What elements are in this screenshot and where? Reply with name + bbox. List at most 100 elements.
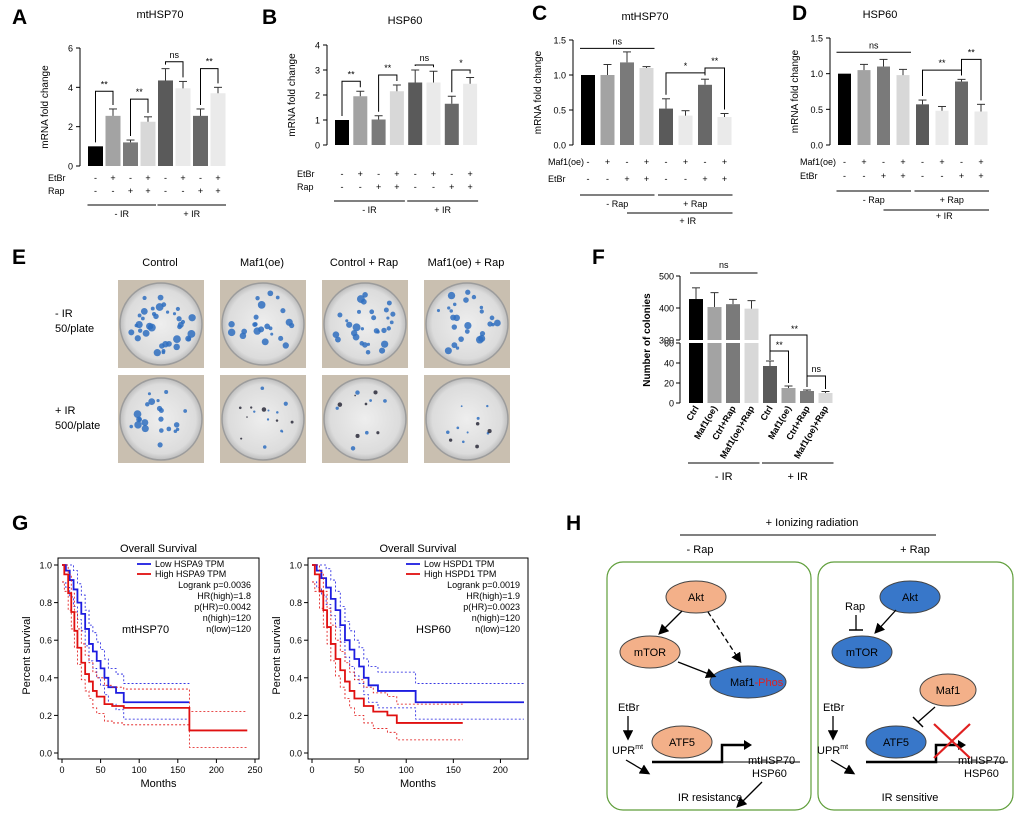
- colony: [156, 398, 160, 403]
- group-label: + IR: [434, 205, 451, 215]
- sig-label: ns: [719, 260, 729, 270]
- colony: [436, 308, 441, 313]
- y-tick-label: 4: [315, 41, 320, 51]
- colony: [475, 335, 484, 344]
- atf5-node-right: [865, 725, 927, 759]
- colony: [157, 294, 164, 301]
- mtor-label-right: mTOR: [846, 647, 878, 659]
- sign-mark: -: [665, 174, 668, 184]
- sign-mark: +: [128, 186, 133, 196]
- colony: [253, 410, 256, 413]
- colony: [476, 416, 480, 420]
- colony: [355, 433, 360, 438]
- sig-bracket: [200, 68, 219, 105]
- ci-lower: [312, 581, 524, 720]
- legend-label: High HSPD1 TPM: [424, 569, 496, 579]
- petri-dish: [119, 282, 203, 366]
- y-tick-label: 1.0: [553, 71, 566, 81]
- colony: [183, 409, 188, 413]
- colony: [172, 312, 177, 316]
- y-tick-label: 0.2: [39, 711, 52, 721]
- ir-sensitive-label: IR sensitive: [882, 792, 939, 804]
- sign-mark: -: [587, 174, 590, 184]
- bar: [955, 81, 968, 145]
- colony: [135, 320, 143, 329]
- colony: [386, 300, 392, 306]
- col-label-control: Control: [142, 257, 177, 269]
- panel-label-h: H: [566, 512, 581, 535]
- chart-d: HSP60 0.0 0.5 1.0 1.5 mRNA fold change Maf1(oe…: [790, 9, 989, 221]
- colony: [283, 401, 288, 406]
- sign-mark: -: [606, 174, 609, 184]
- sign-mark: +: [145, 186, 150, 196]
- y-tick-label: 0.0: [289, 749, 302, 759]
- colony: [451, 342, 458, 349]
- akt-label-right: Akt: [902, 592, 918, 604]
- sign-mark: +: [702, 174, 707, 184]
- bar: [781, 388, 796, 403]
- colony: [448, 438, 453, 442]
- sig-label: **: [776, 340, 784, 350]
- sign-mark: +: [110, 173, 115, 183]
- y-axis-label: Percent survival: [21, 616, 33, 694]
- y-tick-label: 2: [68, 122, 73, 132]
- bar: [140, 121, 156, 166]
- row-label-50-plate: 50/plate: [55, 323, 94, 335]
- sign-mark: -: [341, 182, 344, 192]
- y-tick-label: 1.0: [289, 561, 302, 571]
- mtor-node-left: [619, 635, 681, 669]
- colony: [386, 326, 391, 331]
- colony: [166, 426, 172, 432]
- y-tick-label: 0.0: [553, 141, 566, 151]
- mtor-node-right: [831, 635, 893, 669]
- y-tick-label: 40: [664, 359, 674, 369]
- sig-label: **: [711, 56, 719, 66]
- colony: [137, 313, 142, 318]
- sign-mark: -: [359, 182, 362, 192]
- bar-lower: [726, 343, 740, 403]
- sign-mark: +: [978, 171, 983, 181]
- sign-mark: +: [215, 173, 220, 183]
- h-right-label: + Rap: [900, 544, 930, 556]
- sig-bracket: [414, 64, 434, 68]
- survival-curve: [62, 564, 190, 704]
- survival-curve: [312, 564, 463, 724]
- sign-mark: +: [449, 182, 454, 192]
- colony: [337, 402, 343, 407]
- sign-mark: -: [450, 169, 453, 179]
- colony: [173, 422, 180, 428]
- y-tick-label: 1.5: [553, 36, 566, 46]
- sig-label: **: [968, 47, 976, 57]
- bar: [600, 75, 615, 145]
- colony: [479, 305, 484, 310]
- x-tick-label: 250: [247, 765, 262, 775]
- sign-mark: -: [112, 186, 115, 196]
- colony: [141, 425, 149, 433]
- sign-mark: -: [432, 182, 435, 192]
- colony: [494, 319, 501, 327]
- sign-mark: -: [164, 186, 167, 196]
- group-label: + IR: [788, 471, 809, 483]
- col-label-maf1-rap: Maf1(oe) + Rap: [428, 257, 505, 269]
- colony: [148, 398, 156, 405]
- x-tick-label: 100: [132, 765, 147, 775]
- colony: [475, 421, 480, 426]
- colony: [153, 349, 161, 357]
- y-tick-label: 20: [664, 379, 674, 389]
- colony: [187, 329, 196, 338]
- mtor-label-left: mTOR: [634, 647, 666, 659]
- colony: [464, 321, 472, 330]
- y-tick-label: 0.5: [810, 105, 823, 115]
- bar: [974, 111, 988, 145]
- colony: [142, 329, 150, 337]
- sign-mark: -: [164, 173, 167, 183]
- colony: [141, 419, 149, 427]
- sig-label: *: [684, 61, 688, 71]
- sign-mark: -: [94, 173, 97, 183]
- chart-g-mthsp70: Overall Survival 0.0 0.2 0.4 0.6 0.8 1.0 0 50 100…: [21, 543, 263, 790]
- chart-title: HSP60: [388, 15, 423, 27]
- colony: [449, 309, 453, 313]
- sign-mark: +: [683, 157, 688, 167]
- sig-label: **: [384, 63, 392, 73]
